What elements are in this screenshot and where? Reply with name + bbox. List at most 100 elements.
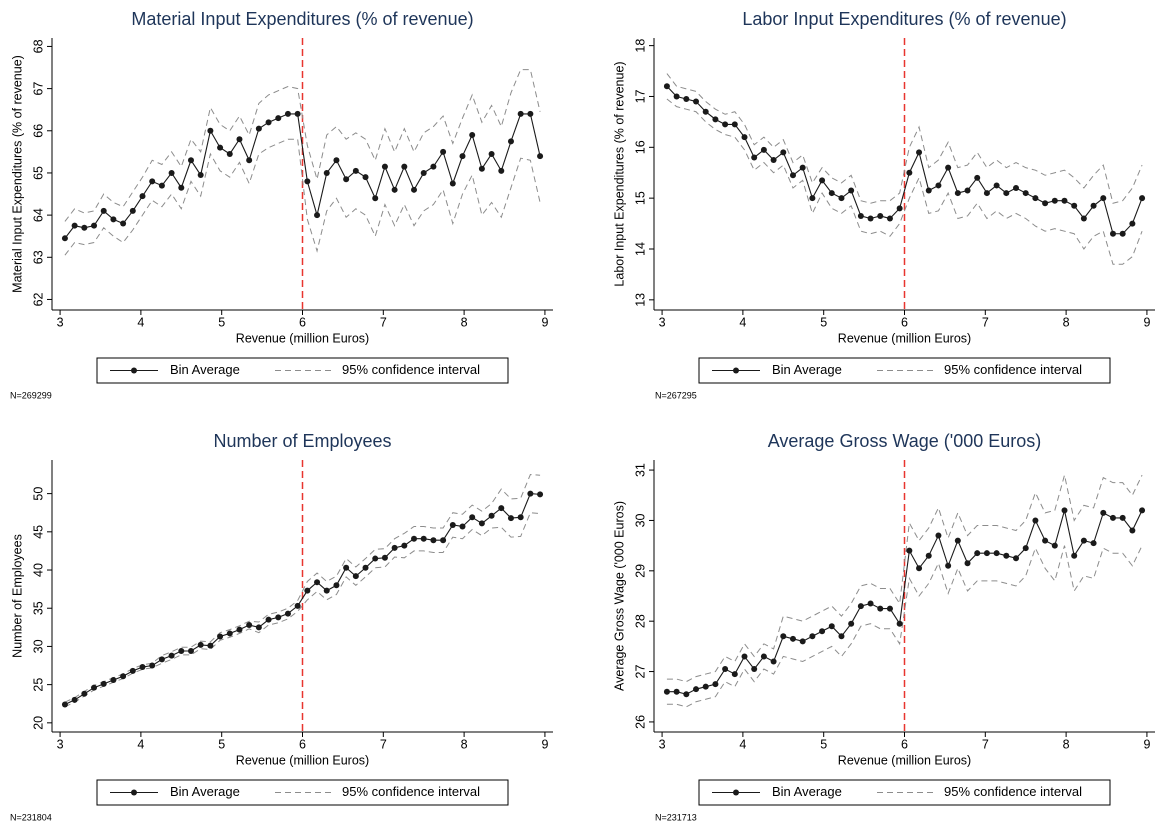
mean-marker [964,560,971,567]
ci-upper-line [666,474,1143,683]
mean-marker [1061,197,1068,204]
y-tick-label: 25 [31,678,45,692]
x-tick-label: 7 [982,315,989,329]
mean-marker [265,616,272,623]
mean-marker [838,195,845,202]
mean-marker [731,121,738,128]
mean-marker [236,626,243,633]
x-tick-label: 3 [659,315,666,329]
mean-marker [1051,542,1058,549]
x-tick-label: 8 [1063,737,1070,751]
chart-title: Material Input Expenditures (% of revenu… [131,9,473,29]
mean-marker [1129,527,1136,534]
mean-marker [722,666,729,673]
mean-marker [246,157,253,164]
chart-title: Number of Employees [213,431,391,451]
x-tick-label: 7 [380,737,387,751]
mean-marker [197,172,204,179]
mean-marker [459,153,466,160]
panel: Labor Input Expenditures (% of revenue) 3… [612,9,1155,400]
legend-label: 95% confidence interval [342,784,480,799]
mean-marker [925,552,932,559]
x-tick-label: 4 [137,315,144,329]
y-tick-label: 65 [31,166,45,180]
legend-box [96,357,509,384]
mean-marker [178,648,185,655]
mean-marker [1013,555,1020,562]
y-tick-label: 15 [633,191,647,205]
x-axis-label: Revenue (million Euros) [236,753,369,767]
mean-marker [168,652,175,659]
mean-marker [683,96,690,103]
mean-marker [81,690,88,697]
y-axis-label: Number of Employees [10,534,24,658]
y-axis-label: Average Gross Wage ('000 Euros) [612,501,626,691]
mean-marker [372,195,379,202]
mean-marker [100,680,107,687]
y-tick-label: 16 [633,140,647,154]
mean-marker [294,602,301,609]
y-tick-label: 35 [31,601,45,615]
mean-marker [1051,197,1058,204]
mean-marker [1139,507,1146,514]
x-tick-label: 8 [461,315,468,329]
legend-label: Bin Average [170,784,240,799]
legend-label: 95% confidence interval [944,784,1082,799]
mean-marker [983,550,990,557]
mean-marker [1119,514,1126,521]
mean-marker [139,193,146,200]
mean-marker [1129,220,1136,227]
y-tick-label: 27 [633,665,647,679]
mean-marker [333,582,340,589]
x-tick-label: 9 [1143,737,1150,751]
mean-marker [906,169,913,176]
mean-marker [275,115,282,122]
mean-marker [693,686,700,693]
mean-marker [867,600,874,607]
mean-marker [993,182,1000,189]
legend-box [698,357,1111,384]
mean-marker [352,167,359,174]
mean-marker [391,186,398,193]
mean-marker [1071,202,1078,209]
mean-marker [449,180,456,187]
mean-marker [100,207,107,214]
mean-marker [537,491,544,498]
mean-marker [284,610,291,617]
mean-marker [828,623,835,630]
mean-marker [857,603,864,610]
x-tick-label: 4 [137,737,144,751]
x-tick-label: 3 [659,737,666,751]
mean-marker [440,148,447,155]
mean-marker [246,622,253,629]
mean-marker [120,220,127,227]
mean-marker [838,633,845,640]
mean-marker [362,564,369,571]
x-tick-label: 9 [541,315,548,329]
mean-marker [1022,190,1029,197]
mean-marker [799,638,806,645]
mean-marker [1042,200,1049,207]
mean-marker [916,565,923,572]
mean-marker [751,666,758,673]
mean-marker [217,633,224,640]
mean-marker [964,187,971,194]
mean-marker [819,628,826,635]
mean-marker [809,195,816,202]
mean-marker [712,681,719,688]
mean-marker [877,212,884,219]
mean-marker [760,653,767,660]
mean-marker [896,620,903,627]
mean-marker [304,178,311,185]
mean-marker [1109,230,1116,237]
legend-box [96,779,509,806]
mean-marker [954,537,961,544]
x-tick-label: 5 [218,737,225,751]
legend: Bin Average 95% confidence interval [698,357,1111,384]
mean-marker [217,144,224,151]
mean-marker [187,157,194,164]
mean-marker [498,167,505,174]
mean-marker [255,624,262,631]
x-tick-label: 7 [380,315,387,329]
mean-marker [722,121,729,128]
